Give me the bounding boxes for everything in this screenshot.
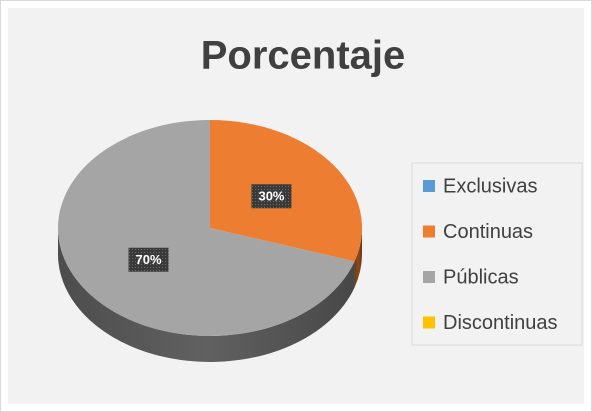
data-label-box bbox=[128, 247, 169, 272]
data-label-box bbox=[251, 184, 292, 209]
legend-label: Discontinuas bbox=[443, 312, 558, 334]
data-label: 70% bbox=[135, 252, 161, 267]
legend-box bbox=[411, 162, 583, 346]
legend-swatch bbox=[423, 316, 435, 329]
pie-side-shade bbox=[58, 228, 355, 362]
legend-label: Continuas bbox=[443, 221, 533, 243]
pie-side-shade bbox=[354, 228, 362, 288]
legend-swatch bbox=[423, 180, 435, 192]
legend-swatch bbox=[423, 271, 435, 283]
chart-title: Porcentaje bbox=[201, 34, 406, 78]
legend-label: Exclusivas bbox=[443, 175, 537, 197]
legend-label: Públicas bbox=[443, 266, 519, 288]
data-label: 30% bbox=[258, 189, 284, 204]
pie-slice bbox=[57, 120, 355, 336]
legend-swatch bbox=[423, 225, 435, 238]
